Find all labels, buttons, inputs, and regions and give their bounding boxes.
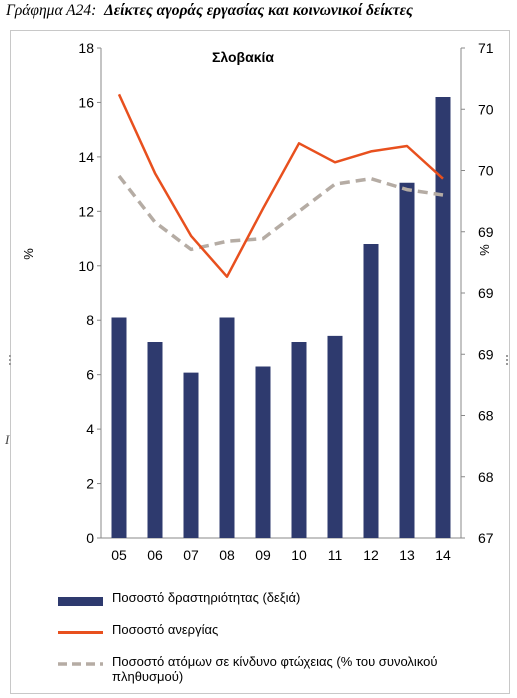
- legend-item-activity: Ποσοστό δραστηριότητας (δεξιά): [50, 590, 490, 612]
- y-tick-label-left: 8: [86, 312, 94, 328]
- x-tick-label: 08: [219, 547, 235, 563]
- chart-legend: Ποσοστό δραστηριότητας (δεξιά) Ποσοστό α…: [50, 590, 490, 698]
- legend-swatch-bar: [58, 597, 103, 606]
- figure-caption: Γράφημα Α24: Δείκτες αγοράς εργασίας και…: [6, 2, 413, 20]
- bar-activity-06: [147, 342, 163, 538]
- y-tick-label-right: 70: [478, 163, 494, 179]
- y-tick-label-right: 69: [478, 346, 494, 362]
- y-tick-label-left: 10: [78, 258, 94, 274]
- y-tick-label-right: 67: [478, 530, 494, 546]
- legend-label-unemployment: Ποσοστό ανεργίας: [112, 622, 219, 637]
- bar-activity-08: [219, 317, 235, 538]
- x-tick-label: 09: [255, 547, 271, 563]
- resize-handle-right[interactable]: [506, 355, 509, 365]
- x-tick-label: 05: [111, 547, 127, 563]
- x-tick-label: 14: [435, 547, 451, 563]
- chart-title: Σλοβακία: [212, 49, 274, 65]
- caption-number: Γράφημα Α24:: [6, 2, 97, 19]
- y-tick-label-left: 0: [86, 530, 94, 546]
- stray-text-mark: I: [5, 432, 10, 447]
- caption-title: Δείκτες αγοράς εργασίας και κοινωνικοί δ…: [104, 2, 413, 19]
- x-tick-label: 13: [399, 547, 415, 563]
- legend-label-activity: Ποσοστό δραστηριότητας (δεξιά): [112, 590, 301, 605]
- y-tick-label-left: 12: [78, 203, 94, 219]
- series-line-unemployment: [117, 93, 444, 278]
- bar-activity-07: [183, 372, 199, 538]
- y-tick-label-right: 69: [478, 285, 494, 301]
- bar-activity-11: [327, 335, 343, 538]
- bar-activity-14: [435, 97, 451, 538]
- legend-label-poverty: Ποσοστό ατόμων σε κίνδυνο φτώχειας (% το…: [112, 654, 438, 684]
- y-tick-label-left: 14: [78, 149, 94, 165]
- bar-activity-12: [363, 244, 379, 538]
- y-tick-label-left: 16: [78, 94, 94, 110]
- x-tick-label: 11: [328, 547, 343, 563]
- legend-item-unemployment: Ποσοστό ανεργίας: [50, 622, 490, 644]
- x-tick-label: 10: [291, 547, 307, 563]
- y-tick-label-left: 6: [86, 367, 94, 383]
- y-tick-label-left: 18: [78, 40, 94, 56]
- legend-swatch-line: [58, 631, 103, 634]
- bar-activity-10: [291, 342, 307, 538]
- y-tick-label-right: 68: [478, 469, 494, 485]
- y-tick-label-left: 4: [86, 421, 94, 437]
- legend-item-poverty: Ποσοστό ατόμων σε κίνδυνο φτώχειας (% το…: [50, 654, 490, 688]
- chart-frame: [10, 30, 510, 694]
- y-tick-label-right: 69: [478, 224, 494, 240]
- x-tick-label: 07: [183, 547, 199, 563]
- resize-handle-left[interactable]: [9, 355, 12, 365]
- x-tick-label: 12: [363, 547, 379, 563]
- series-line-poverty: [117, 174, 444, 252]
- y-axis-label-left: %: [21, 248, 36, 260]
- x-tick-label: 06: [147, 547, 163, 563]
- legend-swatch-dashed: [58, 662, 103, 666]
- y-tick-label-right: 71: [478, 40, 494, 56]
- bar-activity-09: [255, 366, 271, 538]
- bar-activity-13: [399, 182, 415, 538]
- y-tick-label-left: 2: [86, 476, 94, 492]
- y-tick-label-right: 70: [478, 101, 494, 117]
- y-tick-label-right: 68: [478, 408, 494, 424]
- y-axis-label-right: %: [477, 244, 492, 256]
- bar-activity-05: [111, 317, 127, 538]
